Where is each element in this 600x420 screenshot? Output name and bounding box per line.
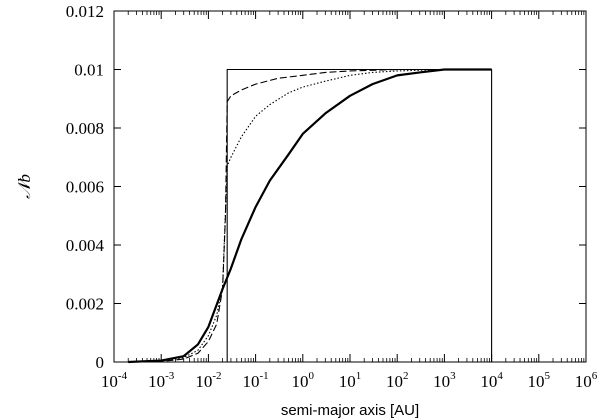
x-tick-base: 10 [528, 372, 545, 391]
series-line-solid-thick [128, 68, 492, 364]
y-axis-ticks: 0 0.002 0.004 0.006 0.008 0.01 0.012 [66, 2, 586, 372]
x-tick-label: 10-3 [148, 370, 175, 391]
x-tick-exponent: -2 [212, 370, 221, 382]
x-tick-base: 10 [339, 372, 356, 391]
x-tick-label: 10-4 [101, 370, 128, 391]
x-tick-base: 10 [243, 372, 260, 391]
series-layer [128, 68, 493, 364]
y-tick-label: 0 [96, 353, 105, 372]
x-tick-label: 100 [292, 370, 315, 391]
y-tick-label: 0.004 [66, 236, 105, 255]
x-tick-label: 104 [480, 370, 503, 391]
series-line-solid-thin [226, 68, 493, 362]
x-tick-base: 10 [101, 372, 118, 391]
x-tick-label: 101 [339, 370, 362, 391]
x-tick-exponent: 0 [309, 370, 315, 382]
x-tick-base: 10 [292, 372, 309, 391]
x-tick-exponent: -1 [260, 370, 269, 382]
plot-frame [113, 10, 587, 363]
x-tick-exponent: -3 [165, 370, 175, 382]
x-tick-exponent: 6 [592, 370, 598, 382]
y-tick-label: 0.002 [66, 295, 104, 314]
x-tick-exponent: 4 [497, 370, 503, 382]
x-tick-label: 106 [575, 370, 598, 391]
y-tick-label: 0.008 [66, 119, 104, 138]
x-tick-exponent: 5 [545, 370, 551, 382]
y-tick-label: 0.006 [66, 178, 104, 197]
x-tick-base: 10 [480, 372, 497, 391]
x-tick-base: 10 [575, 372, 592, 391]
x-axis-label: semi-major axis [AU] [281, 402, 419, 419]
x-tick-base: 10 [148, 372, 165, 391]
x-tick-label: 105 [528, 370, 551, 391]
x-tick-base: 10 [433, 372, 450, 391]
y-axis-label: 𝒩b [15, 174, 34, 199]
x-tick-label: 102 [386, 370, 409, 391]
x-tick-exponent: 3 [450, 370, 456, 382]
series-line-dotted [136, 68, 492, 363]
y-tick-label: 0.012 [66, 2, 104, 21]
x-tick-base: 10 [195, 372, 212, 391]
x-tick-label: 103 [433, 370, 456, 391]
x-tick-exponent: -4 [118, 370, 128, 382]
x-axis-ticks: 10-4 10-3 10-2 10-1 100 101 102 103 104 105 106 [101, 11, 598, 391]
x-tick-label: 10-2 [195, 370, 221, 391]
y-tick-label: 0.01 [74, 61, 104, 80]
x-tick-exponent: 2 [403, 370, 409, 382]
x-tick-exponent: 1 [356, 370, 362, 382]
series-line-dashed [136, 68, 492, 363]
x-tick-label: 10-1 [243, 370, 269, 391]
x-tick-base: 10 [386, 372, 403, 391]
